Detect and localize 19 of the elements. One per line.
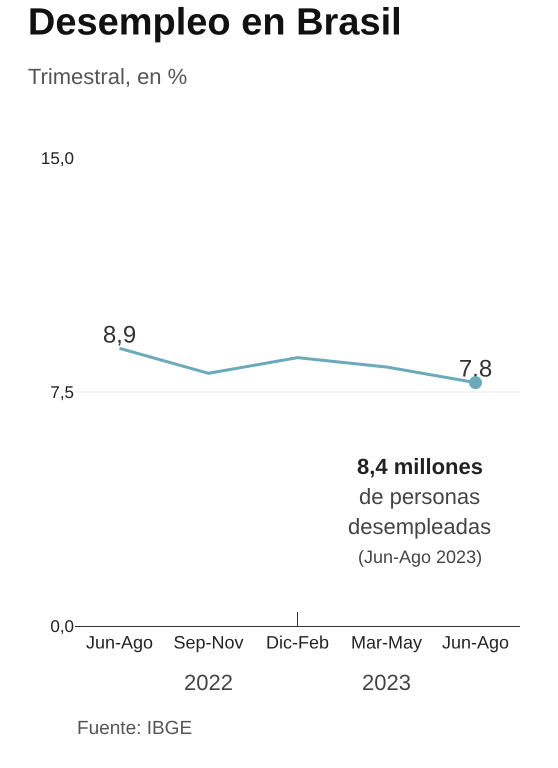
x-tick-label: Mar-May	[351, 632, 422, 653]
x-tick-label: Dic-Feb	[266, 632, 330, 653]
text: 2023	[362, 670, 411, 695]
annotation: (Jun-Ago 2023)	[358, 547, 482, 567]
y-tick-label: 0,0	[50, 616, 74, 636]
y-tick-label: 15,0	[40, 148, 74, 168]
annotation: de personas	[359, 484, 480, 509]
chart-title: Desempleo en Brasil	[28, 2, 402, 44]
annotation: desempleadas	[348, 514, 492, 539]
annotation: 8,4 millones	[357, 454, 483, 479]
y-tick-label: 7,5	[50, 382, 74, 402]
data-label: 8,9	[102, 321, 136, 348]
text: 2022	[184, 670, 233, 695]
data-label: 7,8	[458, 356, 492, 383]
x-tick-label: Jun-Ago	[86, 632, 154, 653]
chart-subtitle: Trimestral, en %	[28, 64, 188, 89]
x-tick-label: Jun-Ago	[442, 632, 510, 653]
x-tick-label: Sep-Nov	[173, 632, 244, 653]
source-note: Fuente: IBGE	[77, 718, 192, 739]
